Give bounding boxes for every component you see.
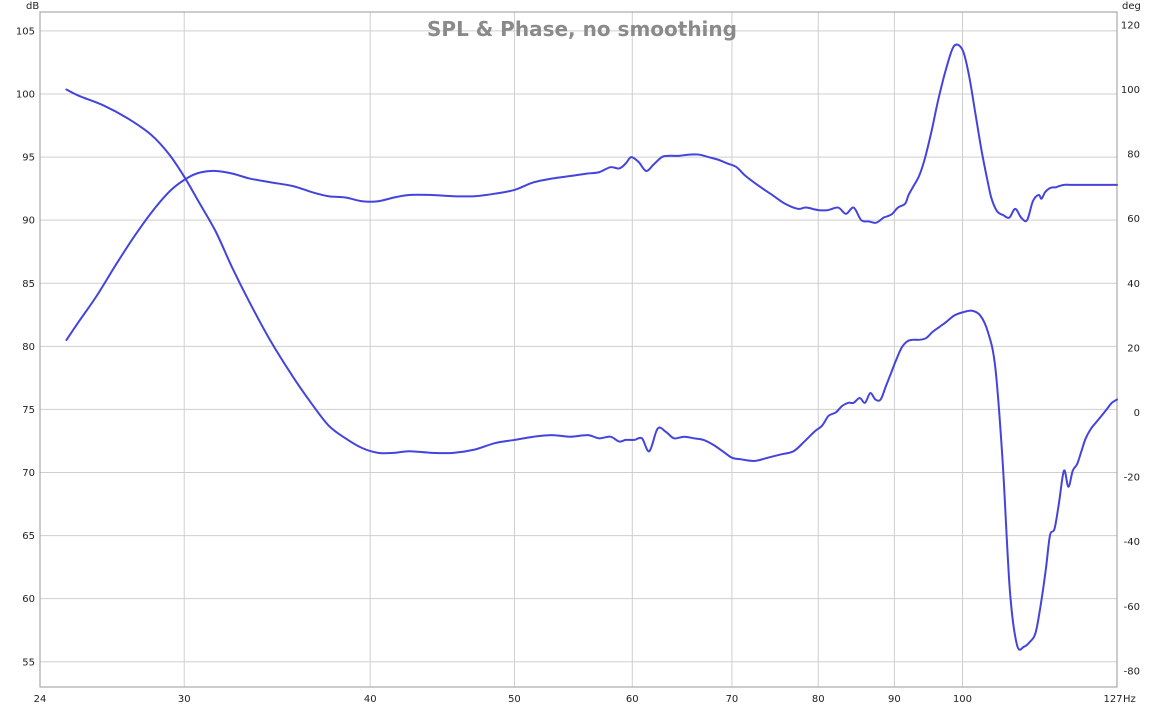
x-tick-label: 127: [1103, 694, 1122, 705]
right-y-tick-label: -80: [1124, 666, 1140, 677]
left-y-tick-label: 85: [22, 279, 35, 290]
x-tick-label: 40: [364, 694, 377, 705]
vertical-gridlines: [183, 12, 963, 687]
right-y-tick-label: 120: [1121, 20, 1140, 31]
right-y-tick-label: -40: [1124, 537, 1140, 548]
right-y-tick-label: 80: [1127, 150, 1140, 161]
right-y-tick-label: -20: [1124, 473, 1140, 484]
right-y-tick-labels: 120 100 80 60 40 20 0 -20 -40 -60 -80: [1121, 20, 1140, 677]
right-y-tick-label: 60: [1127, 214, 1140, 225]
x-tick-label: 24: [34, 694, 47, 705]
x-axis-unit: Hz: [1123, 694, 1136, 705]
left-y-tick-label: 60: [22, 594, 35, 605]
phase-line: [65, 88, 1118, 651]
left-y-tick-label: 95: [22, 153, 35, 164]
left-y-tick-label: 100: [16, 90, 35, 101]
left-y-tick-label: 105: [16, 26, 35, 37]
chart-title: SPL & Phase, no smoothing: [427, 17, 737, 41]
left-y-tick-label: 80: [22, 342, 35, 353]
plot-frame: [39, 11, 1118, 688]
left-y-tick-label: 70: [22, 468, 35, 479]
x-tick-label: 90: [888, 694, 901, 705]
left-y-tick-label: 75: [22, 405, 35, 416]
x-tick-label: 50: [508, 694, 521, 705]
right-axis-unit: deg: [1122, 1, 1141, 12]
series-layer: [65, 43, 1118, 651]
right-y-tick-label: 20: [1127, 343, 1140, 354]
right-y-tick-label: 100: [1121, 85, 1140, 96]
right-y-tick-label: 0: [1134, 408, 1140, 419]
left-y-tick-label: 90: [22, 216, 35, 227]
left-y-tick-labels: 105 100 95 90 85 80 75 70 65 60 55: [16, 26, 35, 668]
left-y-tick-label: 55: [22, 657, 35, 668]
left-y-tick-label: 65: [22, 531, 35, 542]
horizontal-gridlines: [40, 30, 1117, 663]
x-tick-label: 80: [812, 694, 825, 705]
left-axis-unit: dB: [26, 1, 39, 12]
x-tick-labels: 24 30 40 50 60 70 80 90 100 127: [34, 694, 1123, 705]
right-y-tick-label: 40: [1127, 279, 1140, 290]
x-tick-label: 70: [726, 694, 739, 705]
x-tick-label: 100: [953, 694, 972, 705]
x-tick-label: 30: [178, 694, 191, 705]
x-tick-label: 60: [626, 694, 639, 705]
right-y-tick-label: -60: [1124, 602, 1140, 613]
spl-line: [65, 43, 1118, 342]
